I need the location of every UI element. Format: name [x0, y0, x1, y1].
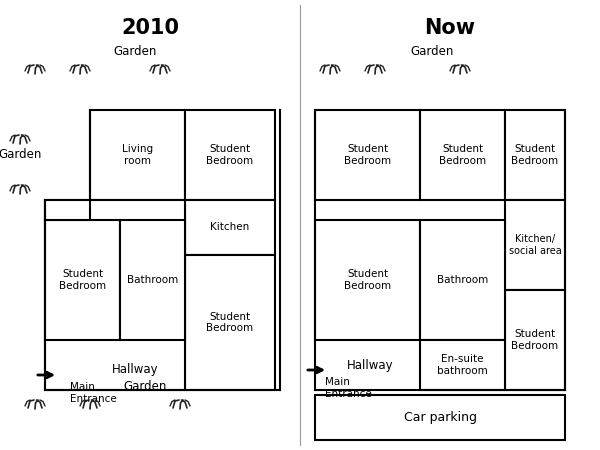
- Text: Student
Bedroom: Student Bedroom: [511, 329, 559, 351]
- Bar: [185, 110, 275, 200]
- Text: Kitchen: Kitchen: [211, 222, 250, 233]
- Text: Student
Bedroom: Student Bedroom: [344, 269, 391, 291]
- Text: Now: Now: [425, 18, 476, 38]
- Text: Garden: Garden: [0, 148, 41, 161]
- Bar: [45, 200, 90, 220]
- Text: Student
Bedroom: Student Bedroom: [344, 144, 391, 166]
- Text: Hallway: Hallway: [347, 359, 394, 372]
- Bar: [315, 220, 420, 340]
- Bar: [315, 110, 420, 200]
- Bar: [185, 255, 275, 390]
- Text: Kitchen/
social area: Kitchen/ social area: [509, 234, 562, 256]
- Bar: [45, 200, 185, 390]
- Text: Living
room: Living room: [122, 144, 153, 166]
- Text: Bathroom: Bathroom: [127, 275, 178, 285]
- Bar: [420, 340, 505, 390]
- Text: Main
Entrance: Main Entrance: [70, 382, 117, 404]
- Text: 2010: 2010: [121, 18, 179, 38]
- Text: Bathroom: Bathroom: [437, 275, 488, 285]
- Text: Garden: Garden: [124, 380, 167, 393]
- Text: Garden: Garden: [113, 45, 157, 58]
- Text: Main
Entrance: Main Entrance: [325, 377, 372, 399]
- Text: Student
Bedroom: Student Bedroom: [59, 269, 106, 291]
- Bar: [45, 220, 120, 340]
- Bar: [420, 110, 505, 200]
- Bar: [185, 200, 275, 255]
- Bar: [120, 220, 185, 340]
- Text: Student
Bedroom: Student Bedroom: [206, 312, 254, 333]
- Bar: [505, 200, 565, 290]
- Bar: [420, 220, 505, 340]
- Bar: [90, 110, 185, 200]
- Text: Hallway: Hallway: [112, 364, 158, 377]
- Text: Student
Bedroom: Student Bedroom: [439, 144, 486, 166]
- Bar: [505, 110, 565, 200]
- Bar: [315, 395, 565, 440]
- Bar: [505, 290, 565, 390]
- Text: En-suite
bathroom: En-suite bathroom: [437, 354, 488, 376]
- Text: Garden: Garden: [410, 45, 454, 58]
- Text: Student
Bedroom: Student Bedroom: [511, 144, 559, 166]
- Text: Student
Bedroom: Student Bedroom: [206, 144, 254, 166]
- Text: Car parking: Car parking: [404, 411, 476, 424]
